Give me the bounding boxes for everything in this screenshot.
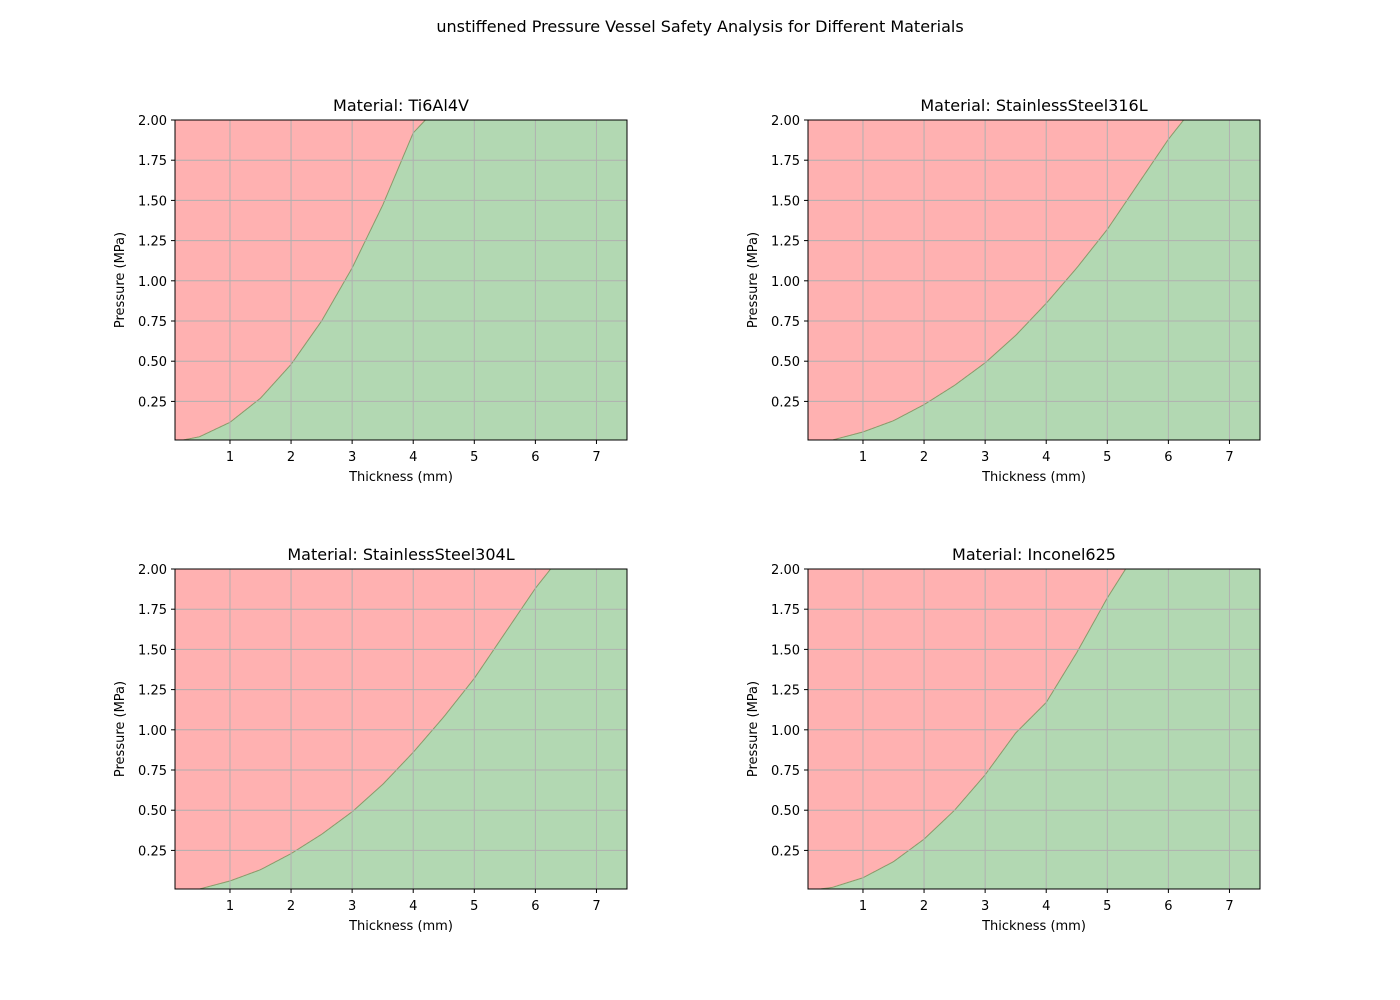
y-tick-label: 0.75 [771, 315, 800, 330]
y-tick-label: 0.25 [138, 395, 167, 410]
y-tick-label: 1.50 [138, 643, 167, 658]
y-axis-label: Pressure (MPa) [746, 681, 761, 777]
x-tick-label: 1 [859, 899, 867, 914]
boundary-line [816, 569, 1127, 889]
x-tick-label: 3 [348, 899, 356, 914]
boundary-line [180, 120, 426, 440]
y-tick-label: 1.50 [771, 643, 800, 658]
subplot-title: Material: StainlessSteel316L [920, 96, 1147, 115]
y-tick-label: 1.75 [771, 154, 800, 169]
y-tick-label: 0.75 [138, 315, 167, 330]
y-tick-label: 1.25 [138, 235, 167, 250]
y-tick-label: 0.75 [138, 764, 167, 779]
x-axis-label: Thickness (mm) [348, 470, 453, 485]
x-tick-label: 1 [226, 450, 234, 465]
y-tick-label: 0.25 [771, 844, 800, 859]
subplot-title: Material: Inconel625 [952, 545, 1116, 564]
x-tick-label: 4 [409, 899, 417, 914]
subplot-1: 1 2 3 4 5 6 7 0.25 0.50 0.75 1.00 1.25 1.50 1.75 2.00 M… [113, 96, 628, 485]
axes-frame [807, 568, 1261, 890]
y-axis-label: Pressure (MPa) [746, 232, 761, 328]
x-tick-label: 3 [981, 899, 989, 914]
y-tick-label: 1.50 [771, 194, 800, 209]
y-tick-label: 0.50 [138, 355, 167, 370]
y-tick-label: 1.00 [771, 724, 800, 739]
y-tick-label: 0.25 [771, 395, 800, 410]
x-tick-label: 4 [1042, 899, 1050, 914]
x-tick-label: 7 [592, 899, 600, 914]
subplot-4: 1 2 3 4 5 6 7 0.25 0.50 0.75 1.00 1.25 1.50 1.75 2.00 M… [746, 545, 1261, 934]
x-axis-label: Thickness (mm) [348, 919, 453, 934]
x-tick-label: 7 [1225, 450, 1233, 465]
x-tick-label: 2 [287, 450, 295, 465]
y-tick-label: 1.50 [138, 194, 167, 209]
x-tick-label: 6 [1164, 899, 1172, 914]
x-tick-label: 7 [592, 450, 600, 465]
axes-frame [807, 119, 1261, 441]
x-tick-label: 3 [348, 450, 356, 465]
y-tick-label: 2.00 [138, 114, 167, 129]
x-tick-label: 2 [287, 899, 295, 914]
x-tick-label: 6 [531, 450, 539, 465]
figure-title: unstiffened Pressure Vessel Safety Analy… [436, 17, 964, 36]
x-tick-label: 1 [226, 899, 234, 914]
y-tick-label: 1.75 [771, 603, 800, 618]
axes-frame [174, 568, 628, 890]
x-tick-label: 5 [470, 899, 478, 914]
subplot-3: 1 2 3 4 5 6 7 0.25 0.50 0.75 1.00 1.25 1.50 1.75 2.00 M… [113, 545, 628, 934]
x-axis-label: Thickness (mm) [981, 919, 1086, 934]
x-tick-label: 3 [981, 450, 989, 465]
y-tick-label: 0.75 [771, 764, 800, 779]
y-tick-label: 2.00 [771, 114, 800, 129]
y-tick-label: 0.50 [771, 804, 800, 819]
subplot-title: Material: Ti6Al4V [333, 96, 469, 115]
x-tick-label: 7 [1225, 899, 1233, 914]
boundary-line [191, 569, 552, 889]
y-tick-label: 1.00 [771, 275, 800, 290]
y-axis-label: Pressure (MPa) [113, 232, 128, 328]
x-tick-label: 5 [470, 450, 478, 465]
y-tick-label: 1.00 [138, 724, 167, 739]
x-tick-label: 4 [409, 450, 417, 465]
y-tick-label: 1.75 [138, 154, 167, 169]
subplot-2: 1 2 3 4 5 6 7 0.25 0.50 0.75 1.00 1.25 1.50 1.75 2.00 M… [746, 96, 1261, 485]
y-tick-label: 0.50 [771, 355, 800, 370]
x-tick-label: 6 [1164, 450, 1172, 465]
x-tick-label: 6 [531, 899, 539, 914]
y-tick-label: 0.25 [138, 844, 167, 859]
boundary-line [824, 120, 1185, 440]
x-axis-label: Thickness (mm) [981, 470, 1086, 485]
y-tick-label: 2.00 [138, 563, 167, 578]
x-tick-label: 2 [920, 450, 928, 465]
axes-frame [174, 119, 628, 441]
x-tick-label: 1 [859, 450, 867, 465]
x-tick-label: 4 [1042, 450, 1050, 465]
y-axis-label: Pressure (MPa) [113, 681, 128, 777]
y-tick-label: 1.00 [138, 275, 167, 290]
subplot-title: Material: StainlessSteel304L [287, 545, 514, 564]
y-tick-label: 1.25 [771, 684, 800, 699]
y-tick-label: 1.25 [771, 235, 800, 250]
y-tick-label: 2.00 [771, 563, 800, 578]
y-tick-label: 0.50 [138, 804, 167, 819]
x-tick-label: 5 [1103, 899, 1111, 914]
x-tick-label: 2 [920, 899, 928, 914]
y-tick-label: 1.75 [138, 603, 167, 618]
y-tick-label: 1.25 [138, 684, 167, 699]
x-tick-label: 5 [1103, 450, 1111, 465]
